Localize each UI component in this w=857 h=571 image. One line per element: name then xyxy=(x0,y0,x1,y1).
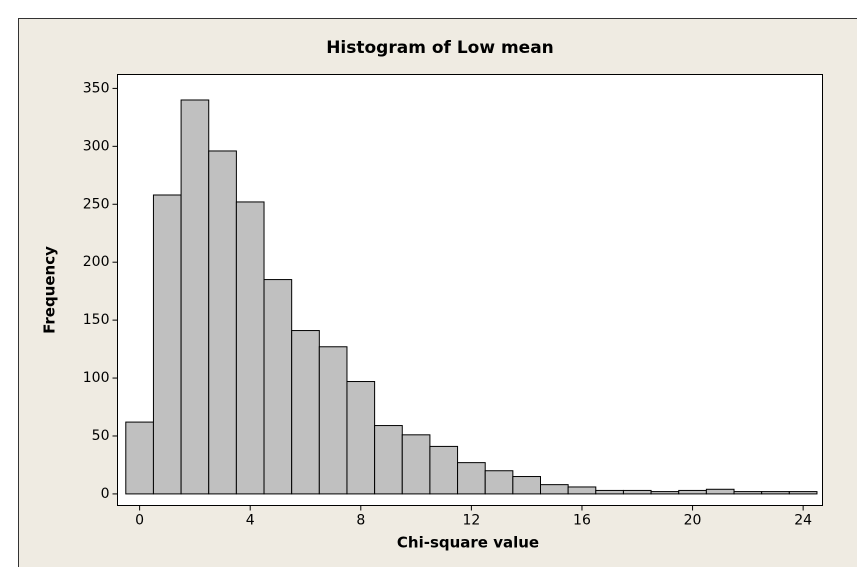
bar xyxy=(375,426,403,494)
bar xyxy=(679,490,707,493)
bar xyxy=(596,490,624,493)
y-tick-label: 300 xyxy=(83,138,110,154)
y-tick-label: 350 xyxy=(83,80,110,96)
x-tick-label: 24 xyxy=(794,513,812,529)
bar xyxy=(485,471,513,494)
x-tick-label: 12 xyxy=(462,513,480,529)
y-tick-label: 150 xyxy=(83,312,110,328)
y-tick-label: 0 xyxy=(101,486,110,502)
bar xyxy=(734,492,762,494)
bar xyxy=(513,477,541,494)
x-tick-label: 16 xyxy=(573,513,591,529)
bar xyxy=(651,492,679,494)
bar xyxy=(126,422,154,494)
bar xyxy=(789,492,817,494)
bar xyxy=(762,492,790,494)
bar xyxy=(209,151,237,494)
bar xyxy=(623,490,651,493)
y-axis-label: Frequency xyxy=(41,246,59,334)
bar xyxy=(402,435,430,494)
bar xyxy=(319,347,347,494)
bar xyxy=(458,463,486,494)
bar xyxy=(347,382,375,494)
x-tick-label: 0 xyxy=(135,513,144,529)
chart-title: Histogram of Low mean xyxy=(326,38,554,58)
bar xyxy=(153,195,181,494)
bar xyxy=(264,280,292,494)
x-tick-label: 20 xyxy=(684,513,702,529)
bar xyxy=(236,202,264,494)
bar xyxy=(181,100,209,494)
bar xyxy=(706,489,734,494)
bar xyxy=(430,446,458,494)
x-tick-label: 4 xyxy=(246,513,255,529)
bar xyxy=(541,485,569,494)
y-tick-label: 100 xyxy=(83,370,110,386)
bar xyxy=(292,331,320,494)
y-tick-label: 250 xyxy=(83,196,110,212)
y-tick-label: 50 xyxy=(92,428,110,444)
bar xyxy=(568,487,596,494)
x-axis-label: Chi-square value xyxy=(397,534,539,552)
x-tick-label: 8 xyxy=(356,513,365,529)
y-tick-label: 200 xyxy=(83,254,110,270)
